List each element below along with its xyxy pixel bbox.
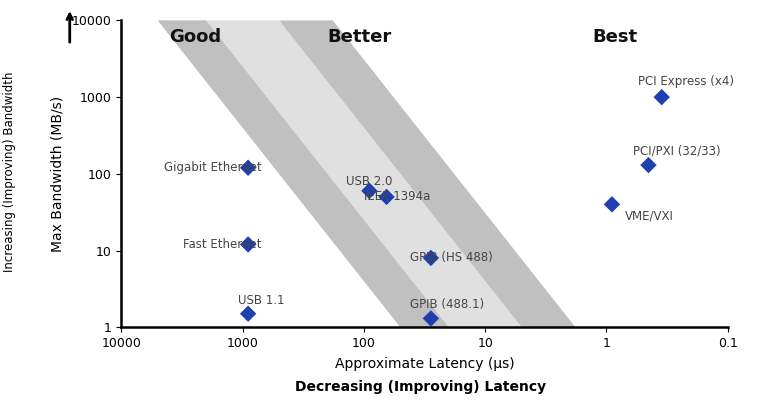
- Point: [424, 315, 437, 322]
- Text: Better: Better: [327, 29, 392, 47]
- Text: VME/VXI: VME/VXI: [625, 210, 674, 223]
- Polygon shape: [279, 20, 575, 327]
- Polygon shape: [158, 20, 522, 327]
- Point: [363, 188, 375, 194]
- Text: Decreasing (Improving) Latency: Decreasing (Improving) Latency: [295, 380, 547, 393]
- Point: [424, 255, 437, 261]
- Text: PCI/PXI (32/33): PCI/PXI (32/33): [633, 144, 721, 157]
- Text: Increasing (Improving) Bandwidth: Increasing (Improving) Bandwidth: [2, 72, 16, 272]
- Text: IEEE 1394a: IEEE 1394a: [364, 191, 431, 203]
- Point: [642, 162, 654, 169]
- Point: [242, 164, 254, 171]
- Text: PCI Express (x4): PCI Express (x4): [638, 75, 734, 88]
- Point: [656, 94, 668, 101]
- Text: Fast Ethernet: Fast Ethernet: [183, 238, 262, 251]
- Polygon shape: [158, 20, 449, 327]
- X-axis label: Approximate Latency (µs): Approximate Latency (µs): [335, 357, 514, 371]
- Point: [242, 241, 254, 248]
- Text: Best: Best: [593, 29, 637, 47]
- Text: GPIB (488.1): GPIB (488.1): [409, 298, 484, 310]
- Text: GPIB (HS 488): GPIB (HS 488): [409, 252, 492, 265]
- Y-axis label: Max Bandwidth (MB/s): Max Bandwidth (MB/s): [51, 96, 64, 252]
- Text: Good: Good: [170, 29, 221, 47]
- Text: Gigabit Ethernet: Gigabit Ethernet: [164, 161, 262, 174]
- Text: USB 1.1: USB 1.1: [237, 294, 284, 308]
- Point: [242, 310, 254, 317]
- Point: [381, 193, 393, 200]
- Point: [606, 201, 618, 208]
- Text: USB 2.0: USB 2.0: [346, 175, 393, 188]
